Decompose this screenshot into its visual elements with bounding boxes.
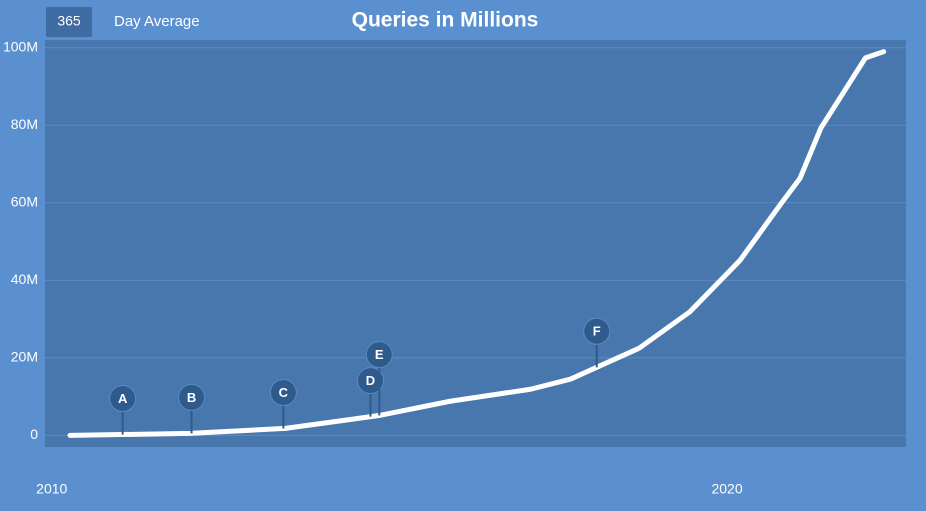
- pin-head: [109, 385, 137, 413]
- plot-area: [45, 40, 906, 447]
- annotation-pin[interactable]: A: [109, 385, 137, 435]
- y-tick-label: 80M: [11, 116, 38, 132]
- pin-label: C: [279, 385, 289, 400]
- x-tick-label: 2020: [711, 481, 742, 497]
- pin-label: D: [366, 373, 375, 388]
- period-label: Day Average: [114, 13, 200, 30]
- data-line: [67, 49, 887, 438]
- pin-label: A: [118, 391, 128, 406]
- pin-head: [365, 341, 393, 369]
- pin-label: B: [187, 390, 196, 405]
- annotation-pin[interactable]: D: [356, 367, 384, 417]
- period-box[interactable]: [46, 7, 92, 37]
- y-tick-label: 60M: [11, 194, 38, 210]
- pin-head: [356, 367, 384, 395]
- pin-label: E: [375, 347, 384, 362]
- y-tick-label: 0: [30, 426, 38, 442]
- pin-label: F: [593, 324, 601, 339]
- pin-head: [178, 383, 206, 411]
- annotation-pin[interactable]: C: [269, 379, 297, 429]
- annotation-pin[interactable]: F: [583, 317, 611, 368]
- x-tick-label: 2010: [36, 481, 67, 497]
- y-tick-label: 100M: [3, 38, 38, 54]
- y-tick-label: 20M: [11, 349, 38, 365]
- period-value[interactable]: 365: [57, 13, 81, 29]
- pin-head: [269, 379, 297, 407]
- y-tick-label: 40M: [11, 271, 38, 287]
- pin-head: [583, 317, 611, 345]
- annotation-pin[interactable]: E: [365, 341, 393, 416]
- chart-title: Queries in Millions: [352, 9, 539, 32]
- annotation-pin[interactable]: B: [178, 383, 206, 434]
